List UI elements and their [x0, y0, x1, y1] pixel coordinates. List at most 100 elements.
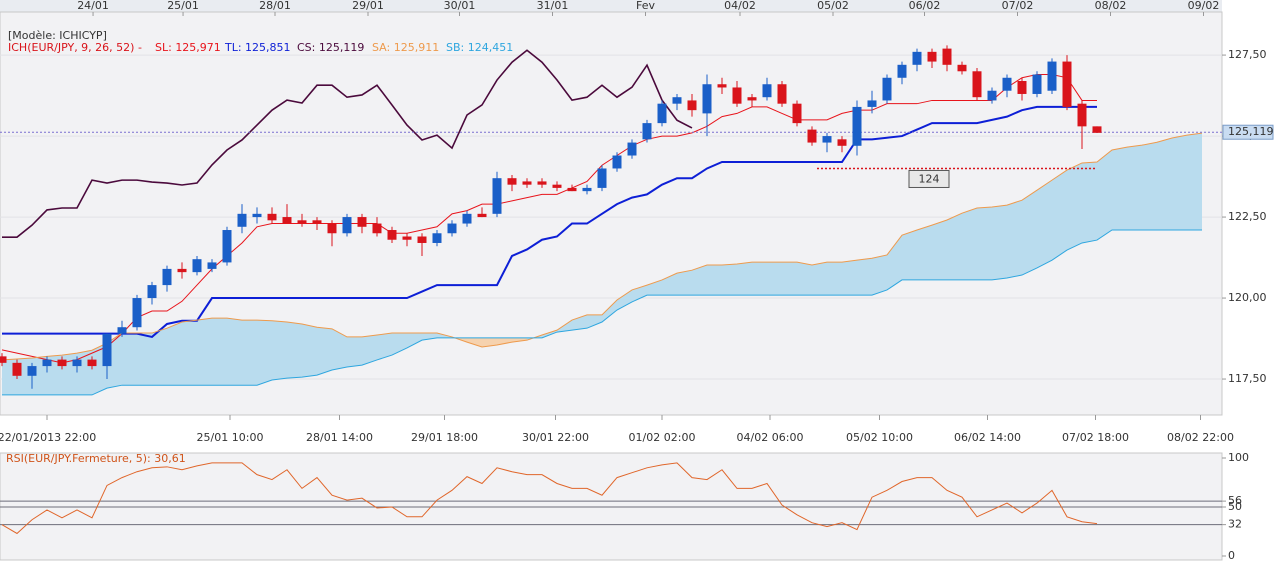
candle-body [612, 155, 622, 169]
candle-body [117, 327, 127, 334]
date-label: 31/01 [537, 0, 569, 12]
candle-body [312, 220, 322, 224]
cloud-segment [962, 207, 977, 280]
cloud-segment [152, 328, 167, 386]
cloud-segment [1112, 147, 1127, 231]
x-tick-label: 01/02 02:00 [629, 431, 696, 444]
cloud-segment [512, 337, 527, 343]
x-tick-label: 28/01 14:00 [306, 431, 373, 444]
cloud-segment [377, 333, 392, 360]
candle-body [522, 181, 532, 185]
date-label: 24/01 [77, 0, 109, 12]
rsi-y-tick-label: 32 [1228, 518, 1242, 531]
cloud-segment [497, 337, 512, 346]
candle-body [732, 87, 742, 104]
cloud-segment [1142, 142, 1157, 231]
cloud-segment [872, 254, 887, 296]
x-tick-label: 29/01 18:00 [411, 431, 478, 444]
candle-body [177, 268, 187, 273]
cloud-segment [797, 262, 812, 296]
y-tick-label: 117,50 [1228, 372, 1267, 385]
cloud-segment [197, 318, 212, 386]
date-label: 09/02 [1188, 0, 1220, 12]
cloud-segment [1052, 170, 1067, 261]
candle-body [327, 223, 337, 234]
rsi-y-tick-label: 50 [1228, 500, 1242, 513]
candle-body [342, 217, 352, 234]
y-tick-label: 120,00 [1228, 291, 1267, 304]
date-label: Fev [636, 0, 655, 12]
cloud-segment [482, 337, 497, 347]
indicator-label: ICH(EUR/JPY, 9, 26, 52) - [8, 41, 142, 54]
candle-body [1092, 126, 1102, 133]
cloud-segment [722, 264, 737, 296]
candle-body [972, 71, 982, 98]
candle-body [702, 84, 712, 114]
series-line [2, 229, 1202, 396]
cloud-segment [1157, 138, 1172, 231]
candle-body [417, 236, 427, 243]
date-label: 28/01 [259, 0, 291, 12]
x-tick-label: 30/01 22:00 [522, 431, 589, 444]
candle-body [297, 220, 307, 224]
candle-body [912, 51, 922, 65]
candle-body [597, 168, 607, 188]
candle-body [537, 181, 547, 185]
cloud-segment [992, 205, 1007, 280]
candle-body [0, 356, 7, 363]
cloud-segment [707, 265, 722, 296]
candle-body [987, 90, 997, 101]
candle-body [867, 100, 877, 107]
x-tick-label: 05/02 10:00 [846, 431, 913, 444]
cloud-segment [1007, 200, 1022, 278]
date-label: 04/02 [724, 0, 756, 12]
cloud-segment [287, 322, 302, 379]
cloud-segment [1127, 145, 1142, 231]
rsi-y-tick-label: 56 [1228, 494, 1242, 507]
rsi-y-tick-label: 0 [1228, 549, 1235, 562]
cloud-segment [182, 320, 197, 386]
candle-body [222, 230, 232, 263]
y-tick-label: 122,50 [1228, 210, 1267, 223]
legend-entry: CS: 125,119 [297, 41, 364, 54]
candle-body [1017, 81, 1027, 94]
cloud-segment [782, 262, 797, 296]
legend-entry: TL: 125,851 [224, 41, 291, 54]
rsi-line [1, 462, 1098, 535]
cloud-segment [932, 219, 947, 280]
candle-body [27, 366, 37, 376]
x-tick-label: 22/01/2013 22:00 [0, 431, 96, 444]
candle-body [477, 213, 487, 218]
candle-body [837, 139, 847, 146]
cloud-segment [272, 320, 287, 381]
candle-body [627, 142, 637, 156]
cloud-segment [827, 262, 842, 296]
y-tick-label: 127,50 [1228, 48, 1267, 61]
candle-body [552, 184, 562, 188]
candle-body [87, 359, 97, 367]
cloud-segment [302, 323, 317, 378]
cloud-segment [1067, 162, 1082, 251]
candle-body [1047, 61, 1057, 91]
cloud-segment [857, 258, 872, 296]
candle-body [57, 359, 67, 367]
cloud-segment [737, 262, 752, 296]
candle-body [72, 359, 82, 367]
cloud-segment [752, 262, 767, 296]
candle-body [162, 268, 172, 286]
date-label: 25/01 [167, 0, 199, 12]
cloud-segment [602, 299, 617, 323]
cloud-segment [692, 265, 707, 296]
legend-entry: SB: 124,451 [446, 41, 513, 54]
candle-body [807, 129, 817, 143]
series-line [2, 105, 1097, 339]
candle-body [507, 178, 517, 185]
cloud-segment [1187, 133, 1202, 231]
rsi-title: RSI(EUR/JPY.Fermeture, 5): 30,61 [6, 452, 186, 465]
candle-body [462, 213, 472, 224]
cloud-segment [947, 213, 962, 280]
date-label: 07/02 [1002, 0, 1034, 12]
candle-body [942, 48, 952, 65]
x-tick-label: 08/02 22:00 [1167, 431, 1234, 444]
candle-body [672, 97, 682, 104]
